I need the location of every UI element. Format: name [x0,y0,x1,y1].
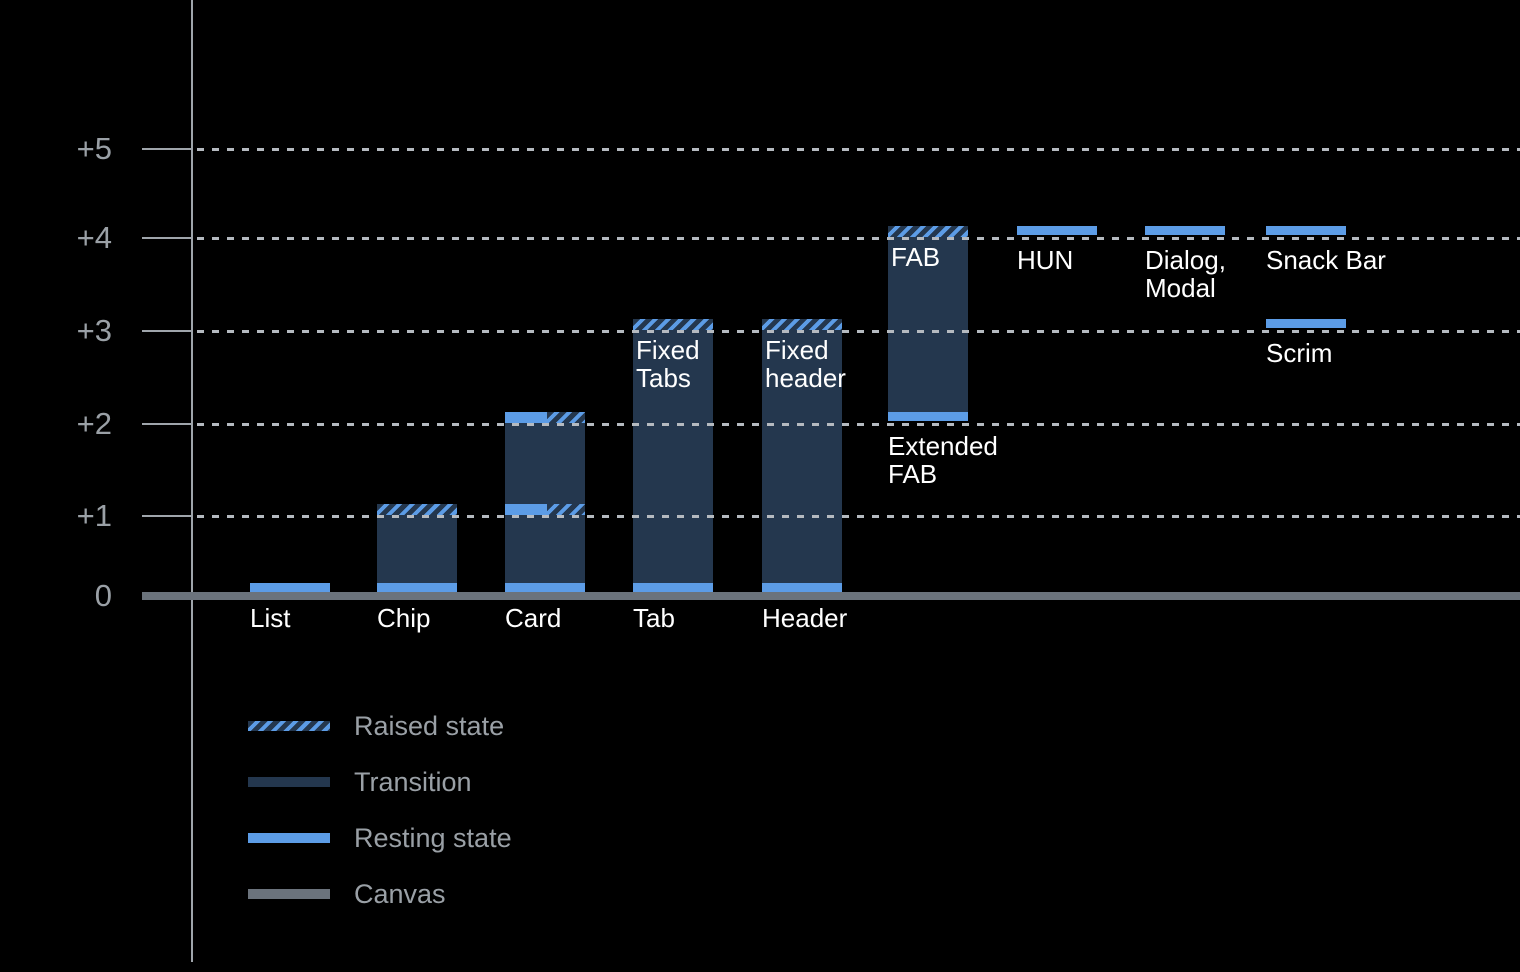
y-axis-tick-label: +3 [76,313,112,348]
bar-label-scrim: Scrim [1266,338,1333,368]
y-axis-line [191,0,193,962]
transition-segment-chip [377,504,457,592]
resting-segment-card [505,583,585,592]
legend-swatch-resting [248,833,330,843]
y-axis-tick [142,515,192,517]
resting-segment-list [250,583,330,592]
resting-segment-hun [1017,226,1097,235]
transition-segment-header [762,319,842,592]
bar-label-hun: HUN [1017,245,1074,275]
legend-label-resting: Resting state [354,823,512,853]
resting-segment-header [762,583,842,592]
y-axis-tick-label: +1 [76,498,112,533]
split-raised-segment-card [547,504,585,515]
resting-segment-dialog-modal [1145,226,1225,235]
split-resting-segment-card [505,412,547,423]
bar-label-extended-fab: Extended FAB [888,431,998,489]
resting-segment-snack-bar [1266,226,1346,235]
y-axis-tick-label: +2 [76,406,112,441]
bar-label-chip: Chip [377,603,431,633]
bar-inner-label-extended-fab: FAB [891,242,941,272]
bar-label-header: Header [762,603,848,633]
resting-segment-scrim [1266,319,1346,328]
gridline-4 [197,237,1520,240]
split-resting-segment-card [505,504,547,515]
y-axis-tick-label: +4 [76,220,112,255]
transition-segment-tab [633,319,713,592]
raised-segment-extended-fab [888,226,968,237]
bar-inner-label-header: Fixed header [765,335,846,393]
bar-inner-label-tab: Fixed Tabs [636,335,700,393]
raised-segment-tab [633,319,713,330]
bar-label-dialog-modal: Dialog, Modal [1145,245,1226,303]
split-raised-segment-card [547,412,585,423]
gridline-2 [197,423,1520,426]
gridline-5 [197,148,1520,151]
canvas-line [142,592,1520,600]
bar-label-card: Card [505,603,562,633]
resting-segment-tab [633,583,713,592]
resting-segment-chip [377,583,457,592]
y-axis-tick [142,423,192,425]
y-axis-tick [142,330,192,332]
bar-label-list: List [250,603,291,633]
transition-segment-card [505,412,585,592]
raised-segment-chip [377,504,457,515]
gridline-3 [197,330,1520,333]
legend-label-hatched: Raised state [354,711,505,741]
raised-segment-header [762,319,842,330]
resting-segment-extended-fab [888,412,968,421]
y-axis-tick-label: 0 [94,578,112,613]
bar-label-snack-bar: Snack Bar [1266,245,1386,275]
y-axis-tick-label: +5 [76,131,112,166]
gridline-1 [197,515,1520,518]
legend-swatch-transition [248,777,330,787]
legend-swatch-canvas [248,889,330,899]
legend-label-canvas: Canvas [354,879,446,909]
y-axis-tick [142,237,192,239]
y-axis-tick [142,148,192,150]
bar-label-tab: Tab [633,603,675,633]
transition-segment-extended-fab [888,226,968,421]
legend-swatch-hatched [248,721,330,731]
legend-label-transition: Transition [354,767,472,797]
